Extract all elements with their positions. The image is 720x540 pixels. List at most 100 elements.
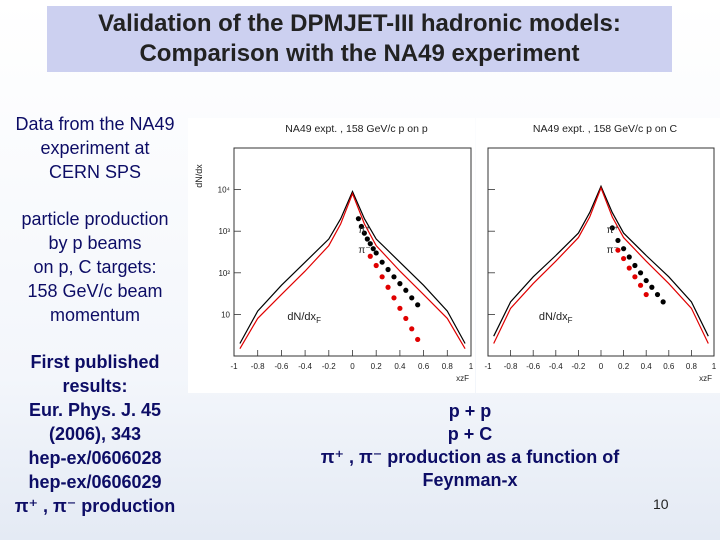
side-line: hep-ex/0606029 xyxy=(28,472,162,492)
x-tick-label: 0.2 xyxy=(618,362,630,371)
side-line: 158 GeV/c beam xyxy=(27,281,163,301)
side-line: on p, C targets: xyxy=(33,257,157,277)
pi-plus-data-point xyxy=(621,246,627,252)
pi-plus-data-point xyxy=(385,266,391,273)
side-line: Data from the NA49 xyxy=(15,114,175,134)
pi-plus-data-point xyxy=(649,284,655,290)
pi-minus-data-point xyxy=(379,274,385,280)
side-line: hep-ex/0606028 xyxy=(28,448,162,468)
x-tick-label: -0.8 xyxy=(504,362,518,371)
caption-line: π⁺ , π⁻ production as a function of xyxy=(320,447,620,467)
x-tick-label: 0.4 xyxy=(641,362,653,371)
pi-plus-data-point xyxy=(370,246,376,252)
y-axis-label: dN/dx xyxy=(194,164,204,188)
x-axis-label: xzF xyxy=(699,374,712,383)
x-tick-label: 0 xyxy=(350,362,355,371)
chart-title: NA49 expt. , 158 GeV/c p on C xyxy=(533,123,678,135)
pi-minus-data-point xyxy=(637,282,644,288)
x-tick-label: -0.6 xyxy=(275,362,289,371)
x-axis-label: xzF xyxy=(456,374,469,383)
pi-plus-data-point xyxy=(409,295,415,301)
pi-minus-data-point xyxy=(385,284,391,290)
plot-frame xyxy=(233,147,472,357)
pi-plus-data-point xyxy=(391,274,397,280)
x-tick-label: 1 xyxy=(712,362,717,371)
pi-plus-data-point xyxy=(415,302,421,308)
page-number: 10 xyxy=(653,496,669,512)
pi-plus-data-point xyxy=(660,299,666,305)
x-tick-label: -0.2 xyxy=(572,362,586,371)
pi-plus-data-point xyxy=(397,281,403,287)
x-tick-label: 0.8 xyxy=(686,362,698,371)
side-text-source: Data from the NA49 experiment at CERN SP… xyxy=(0,112,190,184)
pi-plus-data-point xyxy=(609,225,615,231)
pi-plus-data-point xyxy=(355,216,362,222)
pi-minus-data-point xyxy=(626,265,632,271)
pi-plus-data-point xyxy=(654,291,661,298)
pi-minus-data-point xyxy=(621,255,627,262)
pi-minus-data-point xyxy=(373,262,379,269)
x-tick-label: -0.8 xyxy=(251,362,265,371)
chart-pp: NA49 expt. , 158 GeV/c p on p-1 -0.8 -0.6-… xyxy=(188,118,475,393)
side-text-results: First published results: Eur. Phys. J. 4… xyxy=(0,350,190,518)
inner-axis-label: dN/dxF xyxy=(539,311,573,325)
pi-plus-data-point xyxy=(358,223,364,230)
x-tick-label: -0.2 xyxy=(322,362,336,371)
x-tick-label: -0.4 xyxy=(298,362,312,371)
side-line: Eur. Phys. J. 45 xyxy=(28,400,162,420)
pi-minus-data-point xyxy=(415,336,421,343)
caption-line: Feynman-x xyxy=(422,470,518,490)
x-tick-label: -1 xyxy=(484,362,492,371)
x-tick-label: 0.8 xyxy=(442,362,454,371)
side-line: experiment at xyxy=(40,138,150,158)
pi-minus-data-point xyxy=(409,326,415,332)
pi-minus-data-point xyxy=(643,291,649,298)
x-tick-label: 0 xyxy=(599,362,604,371)
pi-plus-data-point xyxy=(361,230,367,236)
side-line: CERN SPS xyxy=(48,162,142,182)
title-banner: Validation of the DPMJET-III hadronic mo… xyxy=(47,6,672,72)
pi-plus-data-point xyxy=(632,262,638,269)
side-line: results: xyxy=(62,376,128,396)
y-tick-label: 10⁴ xyxy=(218,186,231,195)
side-line: momentum xyxy=(49,305,141,325)
pi-plus-data-point xyxy=(367,241,373,247)
pi-minus-data-point xyxy=(397,305,403,311)
pi-plus-data-point xyxy=(364,236,370,242)
pi-plus-data-point xyxy=(637,270,644,276)
y-tick-label: 10² xyxy=(218,269,230,278)
chart-title: NA49 expt. , 158 GeV/c p on p xyxy=(285,123,428,135)
side-line: π⁺ , π⁻ production xyxy=(14,496,176,516)
x-tick-label: -0.6 xyxy=(526,362,540,371)
pi-plus-data-point xyxy=(373,250,379,256)
pi-plus-data-point xyxy=(626,254,632,260)
chart-pc: NA49 expt. , 158 GeV/c p on C-1 -0.8 -0.6-… xyxy=(476,118,720,393)
side-text-production: particle production by p beams on p, C t… xyxy=(0,207,190,327)
pi-minus-label: π⁻ xyxy=(607,245,619,256)
caption-line: p + p xyxy=(448,401,492,421)
y-tick-label: 10 xyxy=(221,310,230,319)
pi-minus-label: π⁻ xyxy=(358,245,370,256)
side-line: (2006), 343 xyxy=(48,424,142,444)
x-tick-label: 0.2 xyxy=(371,362,383,371)
pi-minus-data-point xyxy=(391,295,397,301)
pi-plus-data-point xyxy=(403,287,409,293)
pi-minus-data-point xyxy=(632,274,638,280)
side-line: First published xyxy=(30,352,160,372)
pi-minus-model-curve xyxy=(493,186,709,344)
pi-plus-data-point xyxy=(615,237,621,244)
x-tick-label: 0.6 xyxy=(663,362,675,371)
x-tick-label: -0.4 xyxy=(549,362,563,371)
x-tick-label: -1 xyxy=(230,362,238,371)
figure-caption: p + p p + C π⁺ , π⁻ production as a func… xyxy=(300,400,640,492)
caption-line: p + C xyxy=(447,424,493,444)
pi-minus-model-curve xyxy=(239,191,466,350)
slide-title-line-2: Comparison with the NA49 experiment xyxy=(139,40,580,67)
x-tick-label: 0.4 xyxy=(394,362,406,371)
slide-title-line-1: Validation of the DPMJET-III hadronic mo… xyxy=(98,10,621,37)
pi-minus-data-point xyxy=(403,315,409,322)
side-line: by p beams xyxy=(48,233,142,253)
pi-minus-data-point xyxy=(367,253,373,259)
x-tick-label: 1 xyxy=(469,362,474,371)
plot-frame xyxy=(487,147,715,357)
